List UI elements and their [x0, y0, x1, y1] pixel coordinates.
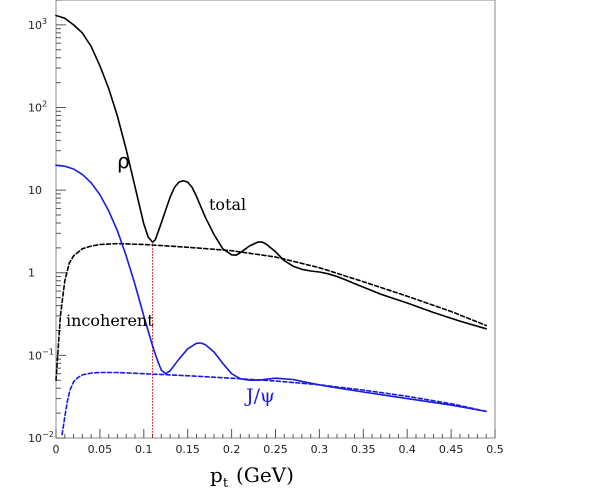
annotation-incoherent: incoherent [66, 311, 154, 330]
y-tick-label-4: 102 [28, 99, 47, 114]
x-tick-label-1: 0.05 [88, 443, 113, 456]
series-rho-total [55, 14, 488, 330]
y-tick-label-2: 1 [28, 267, 35, 280]
x-tick-label-4: 0.2 [223, 443, 241, 456]
y-tick-label-5: 103 [28, 17, 47, 32]
y-tick-label-0: 10−2 [28, 430, 54, 445]
series-jpsi-total [55, 164, 488, 413]
series-group [55, 14, 488, 436]
series-jpsi-incoherent [61, 371, 488, 436]
x-tick-label-10: 0.5 [486, 443, 504, 456]
x-tick-labels: 0 0.05 0.1 0.15 0.2 0.25 0.3 0.35 0.4 0.45 0.5 [53, 443, 504, 456]
x-tick-label-8: 0.4 [398, 443, 416, 456]
annotation-jpsi: J/ψ [244, 385, 275, 407]
x-tick-label-3: 0.15 [175, 443, 200, 456]
y-tick-label-1: 10−1 [28, 347, 54, 362]
x-axis-label-main: p [210, 463, 223, 487]
x-tick-label-0: 0 [53, 443, 60, 456]
y-tick-labels: 10−2 10−1 1 10 102 103 [28, 17, 54, 445]
y-tick-label-3: 10 [28, 184, 42, 197]
x-axis-label-unit: (GeV) [236, 463, 294, 487]
x-axis-label: pt (GeV) [210, 463, 294, 491]
series-rho-incoherent [55, 242, 488, 382]
x-tick-label-9: 0.45 [439, 443, 464, 456]
annotation-rho: ρ [117, 149, 130, 173]
x-tick-label-6: 0.3 [311, 443, 329, 456]
x-tick-label-5: 0.25 [263, 443, 288, 456]
x-tick-label-2: 0.1 [135, 443, 153, 456]
x-tick-label-7: 0.35 [351, 443, 376, 456]
annotation-total: total [209, 195, 246, 214]
x-axis-label-sub: t [223, 476, 229, 491]
